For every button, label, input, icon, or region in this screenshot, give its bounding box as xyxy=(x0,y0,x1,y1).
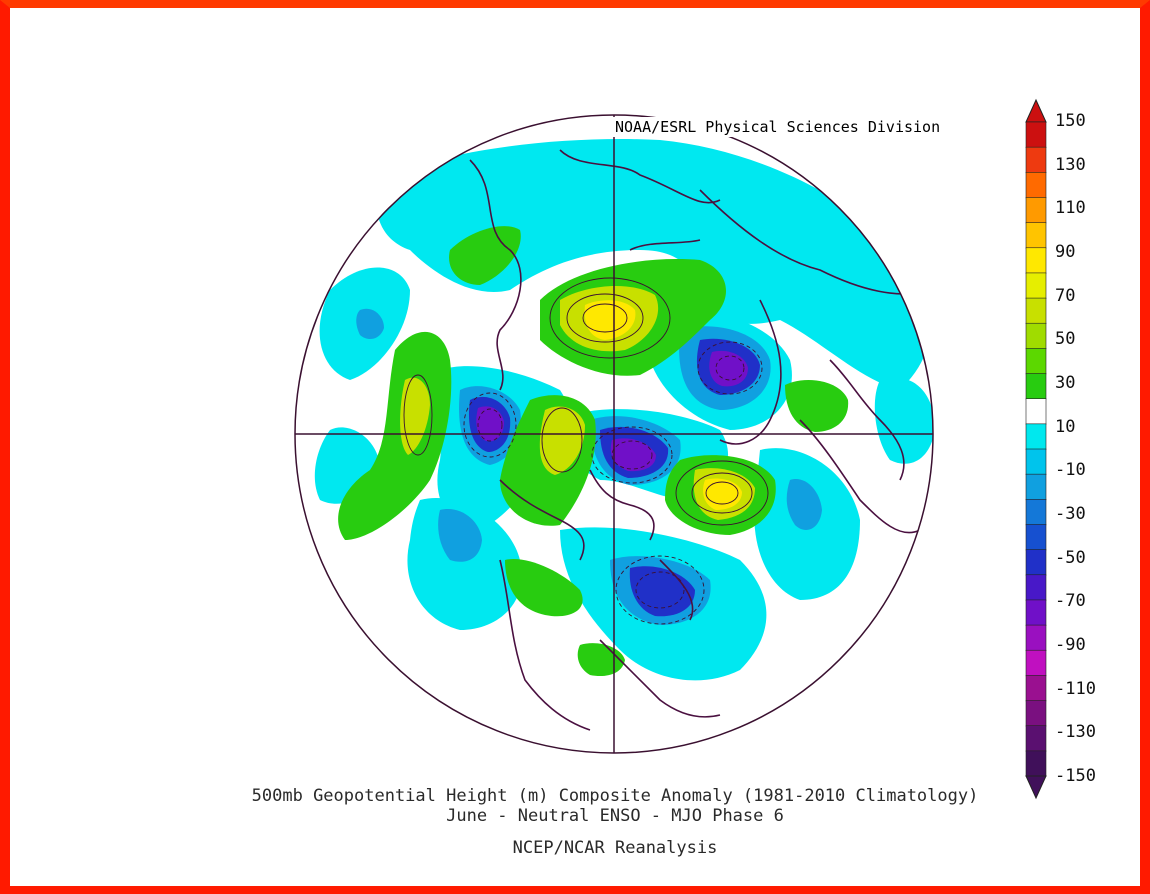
credit-label: NOAA/ESRL Physical Sciences Division xyxy=(592,117,972,137)
colorbar-tick-label: -110 xyxy=(1055,678,1096,699)
colorbar-swatch xyxy=(1025,524,1047,551)
colorbar-tick-label: -10 xyxy=(1055,460,1086,481)
colorbar-swatch xyxy=(1025,448,1047,475)
colorbar-tick-label: 90 xyxy=(1055,242,1076,262)
colorbar-swatch xyxy=(1025,423,1047,450)
colorbar-tick-label: -30 xyxy=(1055,504,1086,524)
colorbar-swatch xyxy=(1025,549,1047,576)
colorbar-swatch xyxy=(1025,121,1047,148)
colorbar-swatch xyxy=(1025,649,1047,677)
anomaly-field xyxy=(295,115,933,753)
colorbar-swatch xyxy=(1025,473,1047,501)
colorbar-swatch xyxy=(1025,750,1047,777)
colorbar-swatch xyxy=(1025,322,1047,350)
colorbar-swatch xyxy=(1025,725,1047,752)
colorbar-tick-label: 110 xyxy=(1055,198,1086,219)
colorbar-swatch xyxy=(1025,197,1047,224)
colorbar xyxy=(1025,98,1047,800)
caption-title: 500mb Geopotential Height (m) Composite … xyxy=(251,786,979,806)
caption-source: NCEP/NCAR Reanalysis xyxy=(512,838,718,858)
colorbar-swatch xyxy=(1025,373,1047,400)
colorbar-swatch xyxy=(1025,172,1047,199)
colorbar-swatch xyxy=(1025,499,1047,526)
colorbar-swatch xyxy=(1025,574,1047,601)
colorbar-swatch xyxy=(1025,675,1047,702)
colorbar-tick-label: -150 xyxy=(1055,766,1096,786)
colorbar-swatch xyxy=(1025,700,1047,727)
colorbar-top-arrow xyxy=(1025,98,1047,123)
colorbar-swatch xyxy=(1025,222,1047,249)
colorbar-swatch xyxy=(1025,348,1047,375)
colorbar-swatch xyxy=(1025,297,1047,325)
colorbar-swatch xyxy=(1025,599,1047,626)
colorbar-tick-label: 70 xyxy=(1055,285,1076,306)
colorbar-swatch xyxy=(1025,624,1047,652)
colorbar-tick-label: 30 xyxy=(1055,373,1076,393)
contour-lines xyxy=(403,277,769,625)
colorbar-tick-label: -90 xyxy=(1055,635,1086,655)
colorbar-tick-label: 130 xyxy=(1055,154,1086,175)
colorbar-tick-label: -70 xyxy=(1055,591,1086,612)
coastlines xyxy=(469,149,931,731)
colorbar-tick-label: -130 xyxy=(1055,722,1096,743)
extreme-negative-shading xyxy=(476,350,748,472)
colorbar-bottom-arrow xyxy=(1025,775,1047,800)
colorbar-swatch xyxy=(1025,272,1047,299)
caption-subtitle: June - Neutral ENSO - MJO Phase 6 xyxy=(446,806,784,826)
colorbar-swatch xyxy=(1025,398,1047,425)
colorbar-swatch xyxy=(1025,247,1047,274)
colorbar-swatch xyxy=(1025,146,1047,174)
colorbar-tick-label: 10 xyxy=(1055,416,1076,437)
colorbar-tick-label: 150 xyxy=(1055,111,1086,131)
colorbar-tick-label: 50 xyxy=(1055,329,1076,350)
colorbar-tick-label: -50 xyxy=(1055,547,1086,568)
